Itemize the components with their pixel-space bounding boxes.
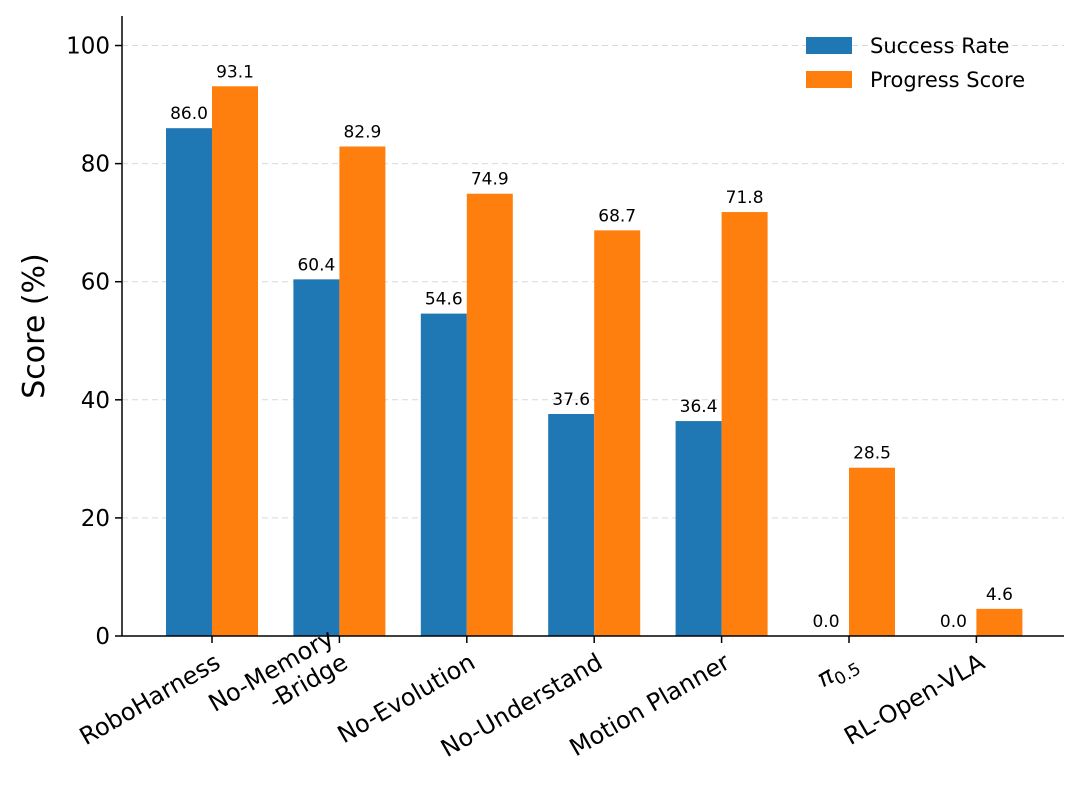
- x-tick-label: No-Memory-Bridge: [204, 624, 353, 718]
- bar-value-label: 60.4: [297, 255, 335, 275]
- bar-success-rate: [293, 279, 340, 636]
- value-labels: 86.0 93.1 60.4 82.9 54.6 74.9 37.6 68.7 36.4 71.8…: [170, 62, 1013, 632]
- bar-progress-score: [849, 467, 895, 636]
- bar-value-label: 71.8: [726, 188, 764, 208]
- legend-swatch: [806, 71, 852, 88]
- bar-value-label: 93.1: [216, 62, 254, 82]
- y-tick-label: 0: [95, 624, 110, 650]
- y-tick-label: 100: [66, 34, 110, 60]
- bar-value-label: 37.6: [552, 390, 590, 410]
- legend: Success Rate Progress Score: [806, 34, 1025, 92]
- bar-progress-score: [976, 608, 1023, 636]
- bar-success-rate: [166, 128, 212, 636]
- bar-success-rate: [548, 413, 595, 636]
- y-axis-title: Score (%): [17, 253, 52, 398]
- bar-success-rate: [420, 313, 467, 636]
- x-tick-label-line: RoboHarness: [75, 648, 225, 751]
- y-tick-label: 60: [81, 270, 110, 296]
- bar-progress-score: [466, 193, 513, 636]
- x-tick-label: π0.5: [812, 648, 864, 697]
- bar-progress-score: [339, 146, 386, 636]
- x-tick-label-line: π0.5: [812, 648, 864, 697]
- bar-value-label: 0.0: [812, 612, 839, 632]
- legend-label: Success Rate: [870, 34, 1009, 58]
- bar-value-label: 4.6: [986, 585, 1013, 605]
- bar-value-label: 82.9: [343, 122, 381, 142]
- y-tick-label: 40: [81, 388, 110, 414]
- bar-value-label: 28.5: [853, 444, 891, 464]
- bar-progress-score: [212, 86, 258, 637]
- legend-label: Progress Score: [870, 68, 1025, 92]
- bar-value-label: 74.9: [471, 170, 509, 190]
- x-tick-label: RoboHarness: [75, 648, 225, 751]
- bar-value-label: 0.0: [940, 612, 967, 632]
- bar-value-label: 54.6: [425, 290, 463, 310]
- x-tick-label-line: RL-Open-VLA: [839, 648, 990, 751]
- y-tick-label: 20: [81, 506, 110, 532]
- bar-value-label: 86.0: [170, 104, 208, 124]
- legend-swatch: [806, 37, 852, 54]
- bar-progress-score: [594, 230, 641, 637]
- bar-value-label: 36.4: [680, 397, 718, 417]
- bar-value-label: 68.7: [598, 206, 636, 226]
- x-tick-label: RL-Open-VLA: [839, 648, 990, 751]
- y-tick-label: 80: [81, 152, 110, 178]
- bar-success-rate: [675, 421, 722, 636]
- bar-progress-score: [721, 212, 768, 637]
- bars: [166, 86, 1023, 637]
